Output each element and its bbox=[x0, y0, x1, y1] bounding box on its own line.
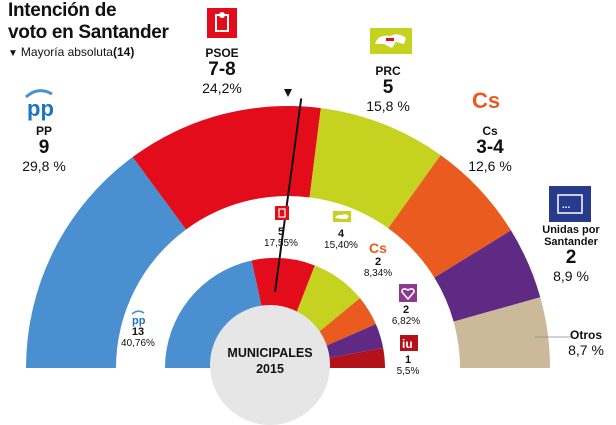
center-disc bbox=[210, 305, 330, 425]
psoe-seats: 7-8 bbox=[208, 59, 236, 80]
iu-logo-icon: iu bbox=[400, 335, 418, 351]
ups-seats: 2 bbox=[565, 247, 577, 268]
outer-slice-otros bbox=[453, 297, 550, 368]
inner-cs-pct: 8,34% bbox=[363, 268, 393, 279]
label-cs: Cs 3-4 12,6 % bbox=[458, 124, 522, 174]
psoe-pct: 24,2% bbox=[202, 80, 242, 96]
outer-ring bbox=[26, 106, 550, 368]
ups-logo-icon: ... bbox=[549, 186, 591, 222]
majority-line bbox=[274, 98, 303, 293]
inner-ring bbox=[165, 258, 385, 368]
ups-name: Unidas por Santander bbox=[542, 224, 600, 248]
center-line-2: 2015 bbox=[256, 362, 284, 376]
majority-value: (14) bbox=[112, 45, 135, 59]
psoe-logo-icon bbox=[207, 8, 237, 38]
majority-label: Mayoría absoluta bbox=[20, 45, 113, 59]
inner-slice-iu bbox=[324, 347, 385, 368]
pp-logo-icon: pp bbox=[24, 89, 54, 121]
inner-label-podemos: 2 6,82% bbox=[384, 304, 428, 327]
podemos-logo-icon bbox=[399, 284, 417, 302]
inner-podemos-pct: 6,82% bbox=[391, 316, 421, 327]
prc-name: PRC bbox=[375, 64, 401, 78]
svg-text:Cs: Cs bbox=[369, 240, 387, 256]
prc-pct: 15,8 % bbox=[366, 98, 410, 114]
inner-podemos-seats: 2 bbox=[402, 304, 410, 316]
svg-text:pp: pp bbox=[132, 315, 146, 327]
others-name: Otros bbox=[569, 328, 602, 342]
inner-slice-cs bbox=[313, 298, 376, 349]
prc-small-logo-icon bbox=[333, 211, 351, 222]
center-line-1: MUNICIPALES bbox=[227, 346, 313, 360]
svg-text:pp: pp bbox=[27, 96, 54, 121]
outer-slice-pp bbox=[26, 157, 187, 368]
svg-text:Cs: Cs bbox=[472, 88, 500, 113]
cs-small-logo-icon: Cs bbox=[369, 240, 387, 256]
outer-slice-prc bbox=[309, 108, 441, 229]
inner-label-iu: 1 5,5% bbox=[388, 354, 428, 377]
psoe-name: PSOE bbox=[205, 46, 239, 60]
inner-prc-seats: 4 bbox=[337, 228, 345, 240]
label-prc: PRC 5 15,8 % bbox=[356, 64, 420, 114]
cs-pct: 12,6 % bbox=[468, 158, 512, 174]
svg-text:iu: iu bbox=[402, 337, 413, 351]
inner-label-prc: 4 15,40% bbox=[318, 228, 364, 251]
triangle-icon: ▼ bbox=[8, 48, 18, 59]
outer-slice-cs bbox=[388, 155, 511, 278]
prc-seats: 5 bbox=[382, 77, 394, 98]
outer-slice-psoe bbox=[132, 106, 321, 230]
inner-slice-prc bbox=[293, 265, 360, 337]
inner-psoe-pct: 17,55% bbox=[264, 238, 298, 249]
svg-text:...: ... bbox=[562, 200, 571, 211]
inner-slice-podemos bbox=[320, 324, 384, 359]
chart-title: Intención de voto en Santander bbox=[8, 0, 169, 44]
cs-seats: 3-4 bbox=[476, 137, 504, 158]
center-label: MUNICIPALES 2015 bbox=[205, 345, 335, 377]
inner-iu-pct: 5,5% bbox=[396, 366, 420, 377]
inner-prc-pct: 15,40% bbox=[324, 240, 358, 251]
title-line-1: Intención de bbox=[8, 0, 117, 21]
inner-iu-seats: 1 bbox=[404, 354, 412, 366]
psoe-small-logo-icon bbox=[275, 206, 289, 220]
label-ups: Unidas por Santander 2 8,9 % bbox=[532, 224, 610, 284]
inner-label-cs: 2 8,34% bbox=[356, 256, 400, 279]
cs-logo-icon: Cs bbox=[472, 88, 500, 113]
inner-label-pp: 13 40,76% bbox=[114, 326, 162, 349]
ups-pct: 8,9 % bbox=[553, 268, 589, 284]
title-line-2: voto en Santander bbox=[8, 22, 169, 43]
inner-pp-pct: 40,76% bbox=[121, 338, 155, 349]
inner-cs-seats: 2 bbox=[374, 256, 382, 268]
inner-label-psoe: 5 17,55% bbox=[258, 226, 304, 249]
label-psoe: PSOE 7-8 24,2% bbox=[190, 46, 254, 96]
inner-psoe-seats: 5 bbox=[277, 226, 285, 238]
cs-name: Cs bbox=[482, 124, 498, 138]
inner-pp-seats: 13 bbox=[131, 326, 145, 338]
label-pp: PP 9 29,8 % bbox=[14, 124, 74, 174]
others-pct: 8,7 % bbox=[568, 342, 604, 358]
label-others: Otros 8,7 % bbox=[560, 328, 612, 358]
prc-logo-icon bbox=[370, 28, 412, 54]
inner-slice-pp bbox=[165, 260, 265, 368]
pp-seats: 9 bbox=[38, 137, 50, 158]
pp-pct: 29,8 % bbox=[22, 158, 66, 174]
majority-marker bbox=[284, 89, 292, 97]
outer-slice-unidas-por-santander bbox=[434, 230, 541, 322]
majority-legend: ▼ Mayoría absoluta(14) bbox=[8, 45, 134, 61]
pp-name: PP bbox=[35, 124, 52, 138]
pp-small-logo-icon: pp bbox=[131, 310, 146, 327]
